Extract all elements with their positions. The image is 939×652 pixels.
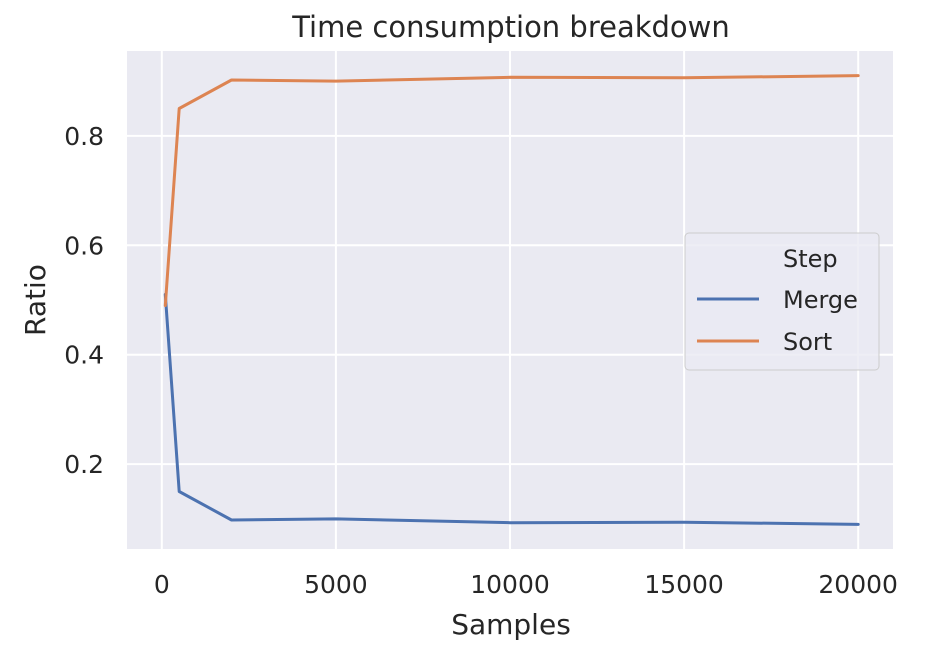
x-tick-label: 20000 [818,570,898,599]
legend-label-sort: Sort [783,328,832,356]
y-tick-label: 0.8 [64,122,104,151]
x-tick-label: 15000 [644,570,724,599]
chart-title: Time consumption breakdown [291,10,730,44]
y-axis-label: Ratio [19,264,52,336]
legend: Step Merge Sort [684,232,880,371]
x-tick-labels: 0 5000 10000 15000 20000 [154,570,898,599]
y-tick-label: 0.4 [64,341,104,370]
x-axis-label: Samples [451,608,571,641]
x-tick-label: 0 [154,570,170,599]
y-tick-labels: 0.2 0.4 0.6 0.8 [64,122,104,479]
legend-box [684,232,880,371]
x-tick-label: 10000 [470,570,550,599]
y-tick-label: 0.6 [64,231,104,260]
series-line-sort [163,74,860,307]
legend-label-merge: Merge [783,286,858,314]
series-line-merge [163,293,860,526]
legend-title: Step [783,245,838,273]
x-tick-label: 5000 [304,570,368,599]
series-lines [163,74,860,526]
y-tick-label: 0.2 [64,450,104,479]
